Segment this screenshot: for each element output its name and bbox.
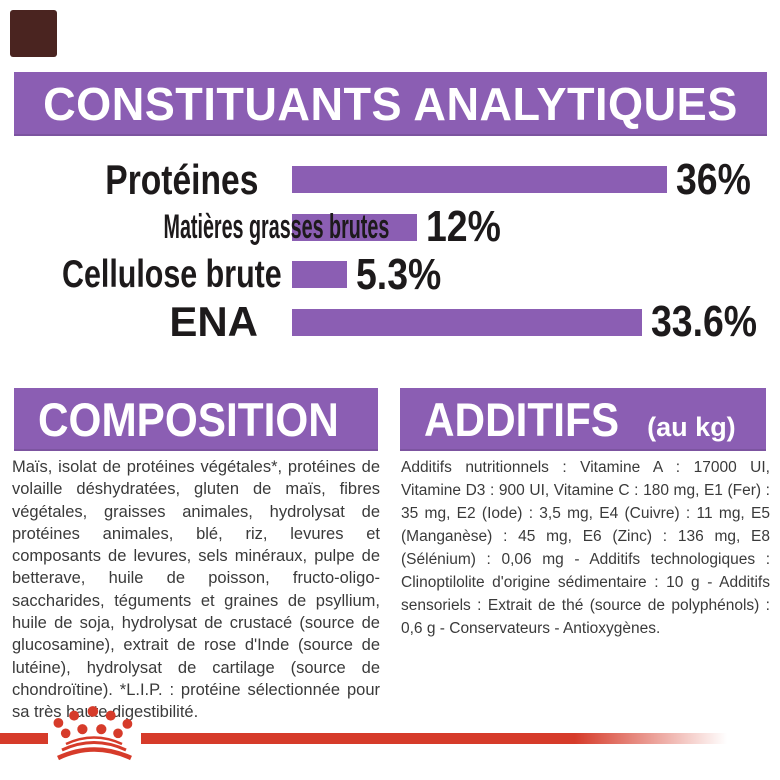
bar-category-label: Cellulose brute — [61, 253, 282, 297]
composition-banner: COMPOSITION — [14, 388, 378, 451]
additifs-heading: ADDITIFS — [424, 393, 620, 446]
composition-heading: COMPOSITION — [38, 393, 339, 446]
additifs-banner: ADDITIFS (au kg) — [400, 388, 766, 451]
composition-body-text: Maïs, isolat de protéines végétales*, pr… — [12, 458, 380, 722]
bar-category-label: ENA — [169, 298, 258, 346]
analytical-constituents-title: CONSTITUANTS ANALYTIQUES — [43, 78, 738, 130]
additifs-heading-suffix: (au kg) — [647, 412, 736, 442]
bar-value-label: 36% — [676, 154, 751, 204]
additifs-heading-line: ADDITIFS (au kg) — [400, 392, 736, 447]
analytical-constituents-chart: Protéines 36% Matières grasses brutes 12% Ce… — [0, 156, 780, 346]
bar-row: Cellulose brute 5.3% — [0, 251, 780, 299]
composition-heading-line: COMPOSITION — [14, 392, 372, 447]
additifs-body-text: Additifs nutritionnels : Vitamine A : 17… — [401, 459, 770, 637]
product-color-swatch — [10, 10, 57, 57]
bar-value-label: 5.3% — [356, 249, 442, 299]
bar-label-cell: Protéines — [0, 155, 258, 203]
bar-label-cell: ENA — [0, 301, 258, 343]
crown-arcs — [57, 736, 132, 761]
bar-label-cell: Matières grasses brutes — [0, 210, 390, 244]
bar-category-label: Matières grasses brutes — [163, 208, 390, 247]
analytical-constituents-banner: CONSTITUANTS ANALYTIQUES — [14, 72, 767, 136]
bar-value-label: 12% — [426, 202, 501, 252]
bar-category-label: Protéines — [104, 155, 258, 203]
bar-row: Matières grasses brutes 12% — [0, 204, 780, 252]
logo-right-bar — [141, 733, 727, 744]
bar-row: Protéines 36% — [0, 156, 780, 204]
crown-dots — [53, 706, 133, 739]
bar — [292, 261, 348, 289]
bar — [292, 213, 418, 241]
bar-label-cell: Cellulose brute — [0, 255, 282, 294]
bar-row: ENA 33.6% — [0, 299, 780, 347]
bar — [292, 166, 668, 194]
royal-canin-crown-icon — [53, 706, 133, 761]
logo-left-bar — [0, 733, 48, 744]
bar — [292, 308, 643, 336]
bar-value-label: 33.6% — [651, 297, 758, 347]
